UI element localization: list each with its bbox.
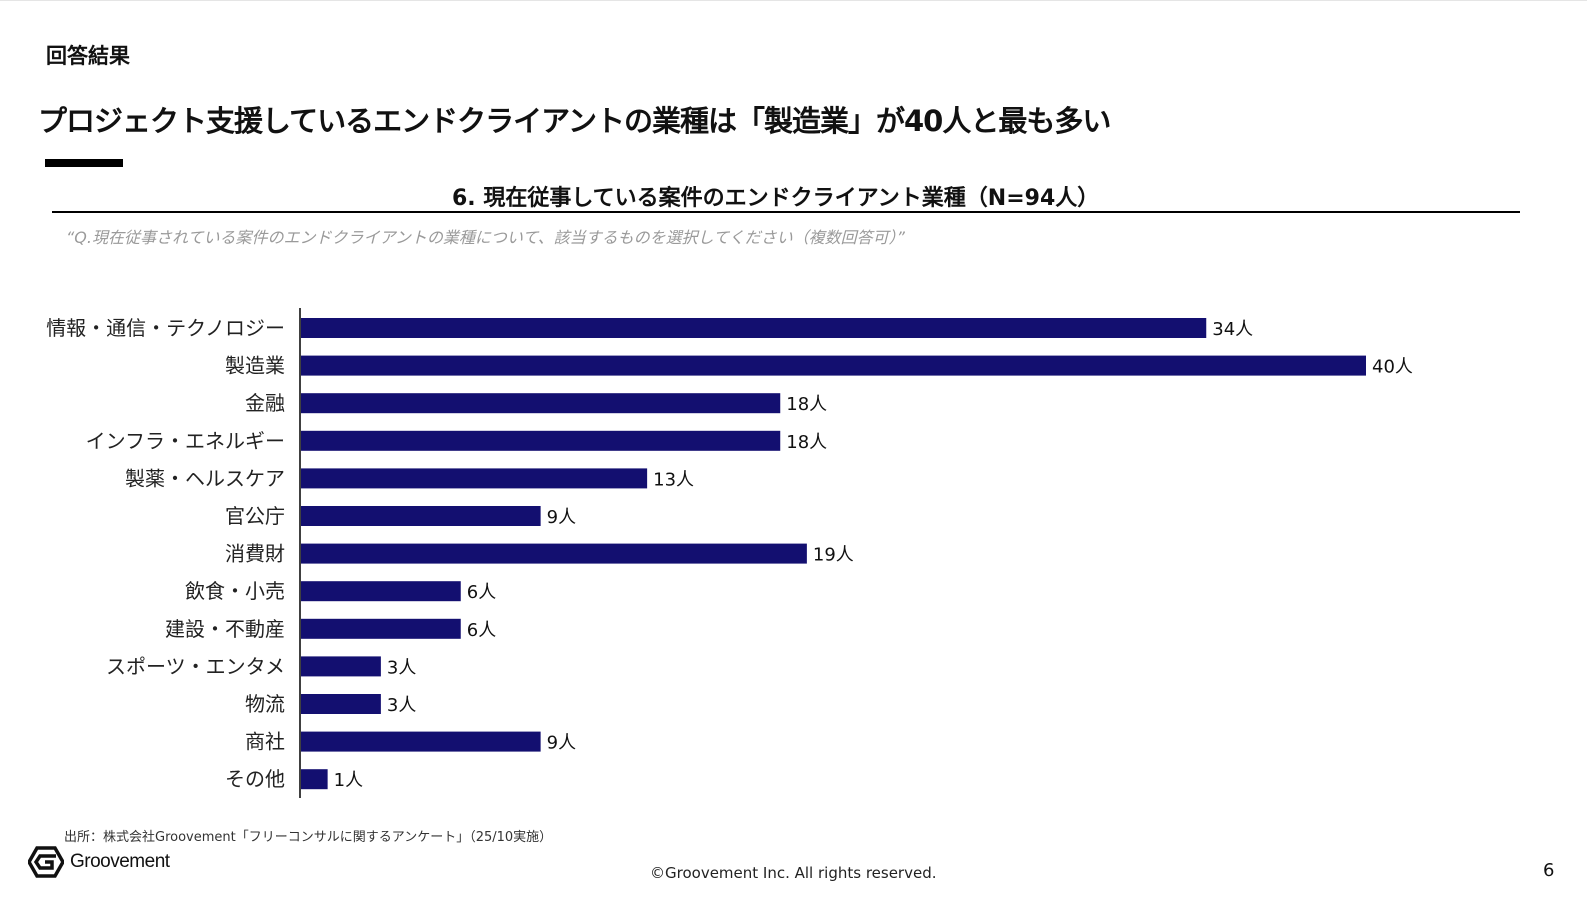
category-label: 金融 [245,391,285,415]
bar [301,694,381,714]
value-label: 18人 [786,394,827,415]
category-label: 製薬・ヘルスケア [125,466,285,490]
value-label: 18人 [786,432,827,453]
value-label: 6人 [467,620,496,641]
title-underline [52,211,1520,213]
category-label: インフラ・エネルギー [86,429,285,453]
top-rule [0,0,1587,1]
category-label: 情報・通信・テクノロジー [46,316,285,340]
groovement-logo: Groovement [28,846,170,878]
category-label: 物流 [245,692,285,716]
page-number: 6 [1543,860,1555,881]
bar [301,731,541,752]
bar [301,618,461,639]
value-label: 9人 [547,507,576,528]
category-label: 製造業 [225,354,285,378]
bar [301,769,328,790]
category-label: 官公庁 [225,504,285,528]
groovement-logo-icon [28,846,64,878]
value-label: 3人 [387,695,416,716]
survey-question: “Q.現在従事されている案件のエンドクライアントの業種について、該当するものを選… [66,228,905,247]
value-label: 13人 [653,469,694,490]
bar [301,506,541,526]
value-label: 40人 [1372,357,1413,378]
value-label: 19人 [813,545,854,566]
category-label: 消費財 [225,542,285,566]
source-note: 出所：株式会社Groovement「フリーコンサルに関するアンケート」（25/1… [64,830,553,845]
logo-text: Groovement [70,851,170,872]
copyright: ©Groovement Inc. All rights reserved. [650,864,937,882]
value-label: 1人 [334,770,363,791]
bar [301,430,781,451]
value-label: 9人 [547,733,576,754]
category-label: その他 [225,767,285,791]
bar [301,656,381,677]
bar [301,581,461,602]
page-title: プロジェクト支援しているエンドクライアントの業種は「製造業」が40人と最も多い [38,104,1111,138]
bar [301,318,1207,338]
category-label: スポーツ・エンタメ [106,654,285,678]
accent-bar [45,159,123,167]
bar [301,543,807,564]
bar [301,393,781,414]
bar [301,468,648,489]
category-label: 建設・不動産 [165,617,285,641]
value-label: 3人 [387,657,416,678]
value-label: 6人 [467,582,496,603]
value-label: 34人 [1212,319,1253,340]
section-label: 回答結果 [46,44,130,68]
category-label: 商社 [245,730,285,754]
bar [301,355,1366,376]
category-label: 飲食・小売 [185,579,285,603]
chart-title: 6. 現在従事している案件のエンドクライアント業種（N=94人） [452,186,1100,211]
